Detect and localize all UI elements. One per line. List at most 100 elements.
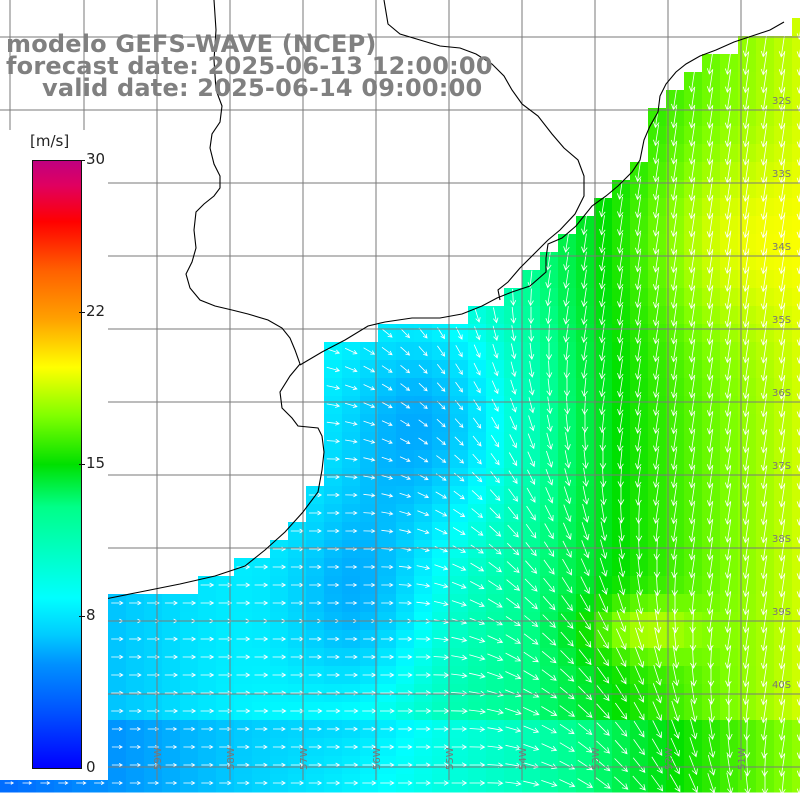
wind-arrow xyxy=(688,484,696,507)
wind-arrow xyxy=(563,342,570,361)
wind-arrow xyxy=(742,447,750,472)
wind-arrow xyxy=(564,450,571,469)
wind-arrow xyxy=(200,582,215,588)
wind-arrow xyxy=(742,627,750,652)
wind-arrow xyxy=(381,529,394,534)
wind-direction-arrows xyxy=(3,31,800,796)
wind-arrow xyxy=(724,429,732,453)
wind-arrow xyxy=(562,558,572,576)
wind-arrow xyxy=(111,636,124,642)
wind-cell xyxy=(792,36,800,55)
wind-arrow xyxy=(706,303,714,328)
wind-arrow xyxy=(165,780,178,786)
wind-arrow xyxy=(451,654,468,661)
wind-arrow xyxy=(600,521,608,542)
wind-cell xyxy=(792,108,800,127)
wind-arrow xyxy=(544,523,554,540)
wind-arrow xyxy=(724,194,732,221)
wind-arrow xyxy=(505,780,522,787)
wind-arrow xyxy=(272,744,286,750)
wind-arrow xyxy=(363,365,376,373)
wind-arrow xyxy=(670,249,678,274)
wind-arrow xyxy=(742,465,750,490)
wind-arrow xyxy=(398,582,412,588)
wind-arrow xyxy=(326,780,341,786)
wind-arrow xyxy=(183,726,196,732)
wind-arrow xyxy=(182,708,197,714)
wind-arrow xyxy=(417,528,430,535)
wind-arrow xyxy=(327,510,340,516)
wind-arrow xyxy=(599,413,606,434)
wind-arrow xyxy=(525,542,537,557)
wind-arrow xyxy=(527,433,535,450)
wind-arrow xyxy=(326,420,341,426)
wind-arrow xyxy=(345,457,358,462)
wind-arrow xyxy=(272,654,287,660)
wind-arrow xyxy=(707,773,716,794)
wind-arrow xyxy=(491,380,499,395)
wind-cell xyxy=(792,666,800,685)
wind-arrow xyxy=(327,528,340,534)
wind-arrow xyxy=(670,195,678,220)
wind-arrow xyxy=(363,420,376,426)
wind-arrow xyxy=(398,636,413,642)
wind-arrow xyxy=(616,628,627,651)
wind-arrow xyxy=(542,632,557,646)
wind-arrow xyxy=(778,375,786,400)
wind-arrow xyxy=(635,449,642,470)
wind-arrow xyxy=(398,744,413,750)
wind-arrow xyxy=(526,505,536,521)
wind-arrow xyxy=(560,668,575,682)
wind-arrow xyxy=(363,347,376,355)
wind-arrow xyxy=(688,159,696,184)
wind-arrow xyxy=(581,287,588,308)
wind-cell xyxy=(792,540,800,559)
wind-arrow xyxy=(546,414,553,433)
wind-arrow xyxy=(363,457,376,462)
wind-arrow xyxy=(473,362,481,376)
wind-arrow xyxy=(541,743,558,752)
colorbar-tickmark xyxy=(79,616,85,617)
wind-arrow xyxy=(486,690,504,697)
wind-arrow xyxy=(545,324,552,343)
wind-arrow xyxy=(418,364,428,374)
wind-arrow xyxy=(523,744,540,751)
model-title: modelo GEFS-WAVE (NCEP) xyxy=(6,30,377,58)
wind-arrow xyxy=(654,591,661,615)
wind-arrow xyxy=(742,51,750,76)
wind-arrow xyxy=(653,430,660,453)
wind-arrow xyxy=(580,558,590,577)
wind-arrow xyxy=(381,328,393,338)
wind-arrow xyxy=(380,726,395,732)
wind-arrow xyxy=(633,739,645,756)
wind-arrow xyxy=(671,376,678,399)
wind-arrow xyxy=(398,780,413,786)
wind-arrow xyxy=(345,528,358,534)
wind-arrow xyxy=(778,302,786,329)
wind-arrow xyxy=(760,194,768,221)
wind-arrow xyxy=(617,305,624,326)
latitude-label: 36S xyxy=(772,388,791,399)
wind-arrow xyxy=(688,70,696,93)
lat-lon-grid xyxy=(0,0,800,780)
wind-arrow xyxy=(398,762,413,768)
wind-arrow xyxy=(236,672,251,678)
wind-arrow xyxy=(724,105,732,130)
wind-arrow xyxy=(779,771,786,796)
wind-arrow xyxy=(617,431,624,452)
wind-arrow xyxy=(742,537,750,562)
wind-arrow xyxy=(545,468,554,486)
wind-arrow xyxy=(742,248,750,275)
wind-arrow xyxy=(508,488,518,502)
wind-arrow xyxy=(182,672,197,678)
wind-arrow xyxy=(545,270,552,289)
wind-arrow xyxy=(760,123,768,148)
wind-arrow xyxy=(724,285,732,310)
wind-arrow xyxy=(362,654,376,660)
wind-arrow xyxy=(742,591,750,616)
wind-arrow xyxy=(742,645,750,670)
wind-arrow xyxy=(761,772,769,795)
wind-arrow xyxy=(510,397,517,413)
wind-arrow xyxy=(688,303,696,328)
wind-arrow xyxy=(541,650,557,664)
